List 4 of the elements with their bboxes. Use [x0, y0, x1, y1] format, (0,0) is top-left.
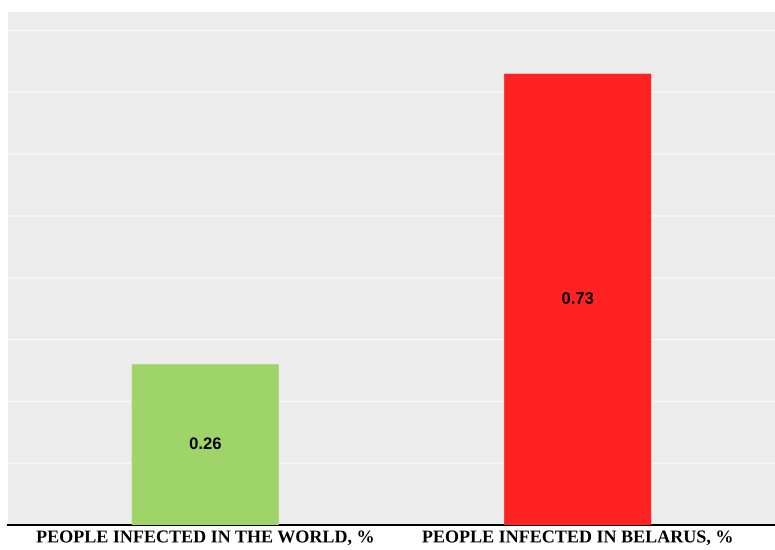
- x-tick-label: PEOPLE INFECTED IN THE WORLD, %: [36, 530, 373, 546]
- data-label: 0.73: [562, 292, 594, 304]
- data-label: 0.26: [190, 437, 221, 450]
- x-tick-label: PEOPLE INFECTED IN BELARUS, %: [422, 530, 732, 546]
